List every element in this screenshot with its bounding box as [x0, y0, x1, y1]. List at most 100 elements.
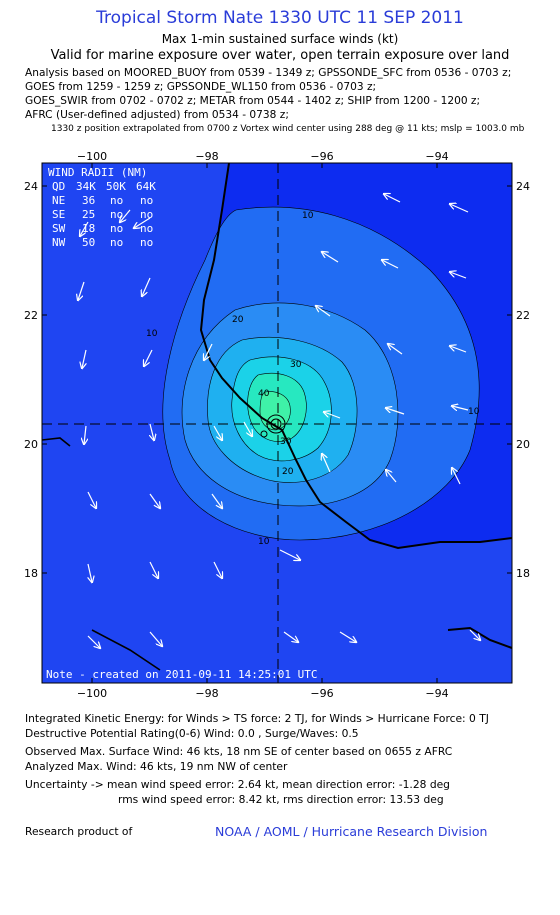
wind-arrow — [386, 408, 405, 415]
wind-arrow — [452, 468, 461, 485]
wind-vectors — [78, 194, 480, 648]
uncertainty-line1: Uncertainty -> mean wind speed error: 2.… — [25, 778, 450, 791]
coastline-west — [42, 437, 161, 671]
wind-arrow — [150, 423, 154, 440]
wind-arrow — [120, 209, 131, 222]
uncertainty-line2: rms wind speed error: 8.42 kt, rms direc… — [118, 793, 444, 806]
axis-ticks — [42, 163, 512, 683]
wind-radii-cell: no — [110, 194, 123, 207]
wind-arrow — [213, 561, 222, 578]
wind-arrow — [144, 349, 153, 366]
lon-label-bottom: −94 — [425, 687, 448, 700]
wind-arrow — [82, 349, 86, 368]
contour-label: 20 — [282, 467, 294, 477]
wind-map: 10 20 30 40 10 10 20 30 10 WIND RADII (N… — [24, 150, 530, 700]
wind-arrow — [142, 277, 151, 296]
wind-radii-cell: 25 — [82, 208, 95, 221]
wind-radii-col: 34K — [76, 180, 96, 193]
contour-label: 10 — [302, 211, 314, 221]
created-note: Note - created on 2011-09-11 14:25:01 UT… — [46, 668, 318, 681]
wind-radii-cell: SE — [52, 208, 65, 221]
wind-arrow — [149, 631, 162, 646]
wind-radii-cell: 50 — [82, 236, 95, 249]
wind-arrow — [450, 346, 467, 353]
analyzed-max-text: Analyzed Max. Wind: 46 kts, 19 nm NW of … — [25, 760, 288, 773]
analysis-line: GOES_SWIR from 0702 - 0702 z; METAR from… — [25, 95, 481, 107]
wind-radii-cell: no — [140, 236, 153, 249]
wind-arrow — [339, 631, 356, 642]
wind-radii-cell: no — [110, 236, 123, 249]
wind-arrow — [80, 221, 89, 236]
wind-arrow — [279, 549, 300, 560]
wind-arrow — [322, 454, 331, 473]
wind-arrow — [213, 425, 222, 440]
lat-label-left: 20 — [24, 438, 38, 451]
wind-radii-cell: no — [110, 208, 123, 221]
wind-arrow — [84, 425, 86, 444]
position-note: 1330 z position extrapolated from 0700 z… — [51, 124, 525, 134]
wind-radii-cell: no — [140, 194, 153, 207]
lat-label-left: 22 — [24, 309, 38, 322]
wind-arrow — [243, 421, 252, 436]
wind-arrow — [87, 635, 100, 648]
wind-arrow — [324, 412, 341, 419]
wind-radii-col: 50K — [106, 180, 126, 193]
wind-radii-cell: no — [140, 222, 153, 235]
noaa-aoml-link[interactable]: NOAA / AOML / Hurricane Research Divisio… — [215, 824, 488, 839]
lon-label-bottom: −100 — [77, 687, 107, 700]
analysis-line: GOES from 1259 - 1259 z; GPSSONDE_WL150 … — [25, 81, 377, 93]
wind-arrow — [149, 561, 158, 578]
center-contour — [260, 430, 268, 438]
dpr-text: Destructive Potential Rating(0-6) Wind: … — [25, 727, 359, 740]
wind-arrow — [204, 343, 213, 360]
wind-radii-col: QD — [52, 180, 65, 193]
wind-arrow — [134, 217, 151, 228]
wind-arrow — [388, 344, 403, 355]
contour-label: 30 — [290, 360, 302, 370]
wind-radii-cell: no — [140, 208, 153, 221]
coastline — [199, 163, 512, 550]
lat-label-right: 24 — [516, 180, 530, 193]
wind-radii-table: WIND RADII (NM) QD 34K 50K 64K NE 36 no … — [48, 166, 156, 249]
wind-arrow — [382, 260, 399, 269]
wind-arrow — [316, 306, 331, 317]
lon-label-top: −98 — [195, 150, 218, 163]
wind-arrow — [450, 204, 469, 213]
mexico-land — [42, 163, 512, 683]
wind-radii-cell: SW — [52, 222, 66, 235]
wind-arrow — [386, 470, 397, 483]
wind-arrow — [452, 406, 469, 410]
wind-radii-cell: no — [110, 222, 123, 235]
wind-arrow — [469, 629, 480, 640]
wind-arrow — [322, 252, 339, 263]
wind-radii-cell: NE — [52, 194, 65, 207]
ike-text: Integrated Kinetic Energy: for Winds > T… — [25, 712, 489, 725]
contour-label: 30 — [280, 437, 292, 447]
contour-label: 10 — [468, 407, 480, 417]
lat-label-left: 24 — [24, 180, 38, 193]
wind-arrow — [450, 272, 467, 279]
map-frame — [41, 162, 513, 684]
wind-radii-cell: 36 — [82, 194, 95, 207]
lon-label-top: −96 — [310, 150, 333, 163]
wind-arrow — [384, 194, 401, 203]
wind-radii-col: 64K — [136, 180, 156, 193]
wind-radii-cell: NW — [52, 236, 66, 249]
lon-label-top: −100 — [77, 150, 107, 163]
contour-label: 10 — [146, 329, 158, 339]
lon-label-bottom: −98 — [195, 687, 218, 700]
lat-label-right: 20 — [516, 438, 530, 451]
lat-label-right: 18 — [516, 567, 530, 580]
wind-arrow — [149, 493, 160, 508]
wind-radii-cell: 18 — [82, 222, 95, 235]
analysis-line: Analysis based on MOORED_BUOY from 0539 … — [25, 67, 512, 79]
research-label: Research product of — [25, 825, 133, 838]
contour-label: 40 — [258, 389, 270, 399]
lon-label-top: −94 — [425, 150, 448, 163]
lon-label-bottom: −96 — [310, 687, 333, 700]
lat-label-right: 22 — [516, 309, 530, 322]
contour-label: 10 — [258, 537, 270, 547]
subtitle-exposure: Valid for marine exposure over water, op… — [50, 48, 510, 63]
wind-arrow — [87, 491, 96, 508]
wind-arrow — [88, 563, 92, 582]
